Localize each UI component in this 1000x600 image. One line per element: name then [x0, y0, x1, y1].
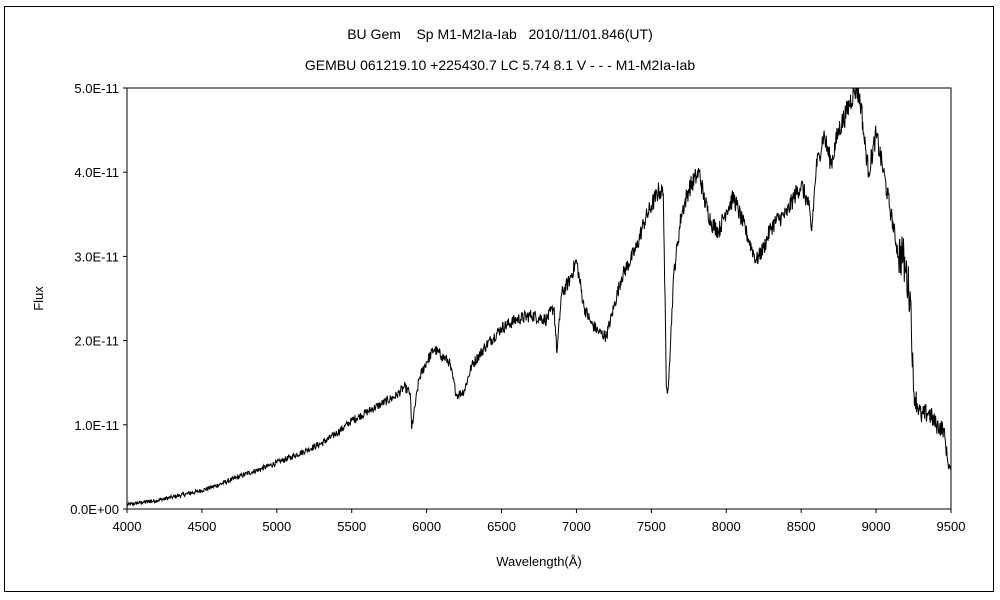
x-tick-label: 9000: [862, 519, 891, 534]
chart-subtitle: GEMBU 061219.10 +225430.7 LC 5.74 8.1 V …: [304, 57, 696, 73]
spectrum-line: [126, 87, 952, 507]
y-tick-label: 1.0E-11: [74, 418, 119, 433]
y-tick-label: 3.0E-11: [74, 249, 119, 264]
x-tick-label: 5000: [262, 519, 291, 534]
x-tick-label: 4500: [187, 519, 216, 534]
x-axis-label: Wavelength(Å): [496, 554, 582, 569]
y-axis-label: Flux: [31, 286, 46, 311]
x-tick-label: 9500: [937, 519, 966, 534]
y-tick-label: 2.0E-11: [74, 334, 119, 349]
x-tick-label: 6500: [487, 519, 516, 534]
x-tick-label: 4000: [113, 519, 142, 534]
y-tick-label: 0.0E+00: [70, 502, 119, 517]
x-tick-label: 7500: [637, 519, 666, 534]
x-tick-label: 8000: [712, 519, 741, 534]
chart-title: BU Gem Sp M1-M2Ia-Iab 2010/11/01.846(UT): [347, 26, 653, 42]
y-axis-ticks: 0.0E+00 1.0E-11 2.0E-11 3.0E-11 4.0E-11 5.0E-…: [70, 81, 127, 517]
x-tick-label: 8500: [787, 519, 816, 534]
y-tick-label: 5.0E-11: [74, 81, 119, 96]
chart-frame: [4, 6, 994, 592]
x-tick-label: 7000: [562, 519, 591, 534]
x-axis-ticks: 4000 4500 5000 5500 6000 6500 7000 7500 8000 8500…: [113, 509, 966, 534]
plot-area: [126, 87, 952, 510]
y-tick-label: 4.0E-11: [74, 165, 119, 180]
x-tick-label: 5500: [337, 519, 366, 534]
x-tick-label: 6000: [412, 519, 441, 534]
